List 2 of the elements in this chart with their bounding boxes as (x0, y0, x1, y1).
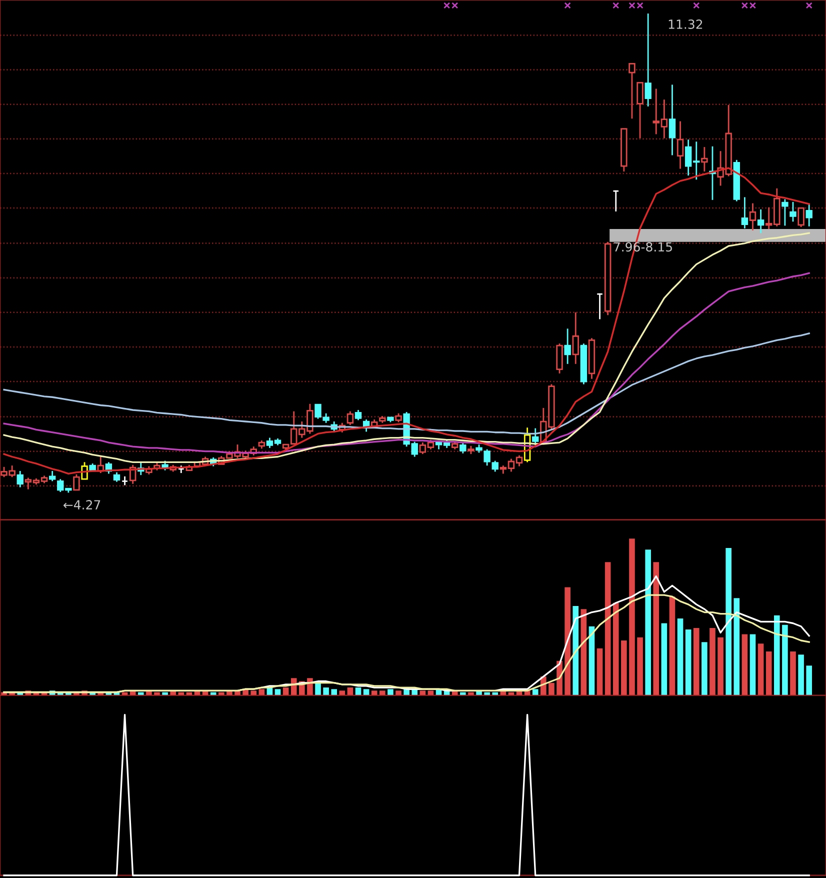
annotation: 11.32 (668, 20, 702, 29)
annotation: ←4.27 (63, 500, 100, 510)
